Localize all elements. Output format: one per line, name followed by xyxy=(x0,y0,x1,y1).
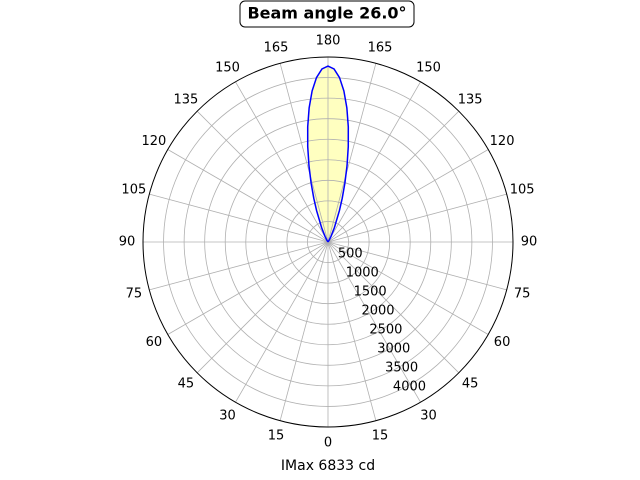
radial-tick-label: 2500 xyxy=(369,322,402,337)
x-axis-label: IMax 6833 cd xyxy=(281,458,375,474)
radial-grid-line xyxy=(307,221,349,263)
angle-grid-line xyxy=(327,241,489,335)
angle-grid-line xyxy=(167,149,329,243)
angle-grid-line xyxy=(167,241,329,335)
angle-tick-label: 135 xyxy=(173,92,198,107)
angle-grid-line xyxy=(327,241,507,291)
angle-grid-line xyxy=(235,241,329,403)
angle-tick-label: 45 xyxy=(462,377,479,392)
angle-tick-label: 150 xyxy=(215,60,240,75)
angle-grid-line xyxy=(327,241,460,374)
angle-grid-line xyxy=(327,149,489,243)
angle-tick-label: 60 xyxy=(146,335,163,350)
angle-tick-label: 30 xyxy=(219,409,236,424)
radial-tick-label: 4000 xyxy=(393,379,426,394)
angle-grid-line xyxy=(327,241,421,403)
angle-tick-label: 60 xyxy=(494,335,511,350)
angle-grid-line xyxy=(196,241,329,374)
angle-grid-line xyxy=(327,110,460,243)
radial-tick-label: 1000 xyxy=(346,265,379,280)
angle-grid-line xyxy=(279,241,329,421)
radial-grid-line xyxy=(224,138,432,346)
angle-tick-label: 75 xyxy=(514,287,531,302)
polar-frame xyxy=(142,56,514,428)
radial-grid-line xyxy=(245,159,411,325)
chart-title: Beam angle 26.0° xyxy=(247,4,406,23)
angle-tick-label: 75 xyxy=(126,287,143,302)
angle-tick-label: 120 xyxy=(490,134,515,149)
angle-tick-label: 45 xyxy=(178,377,195,392)
angle-tick-label: 0 xyxy=(324,436,332,451)
radial-grid-line xyxy=(183,97,473,387)
radial-grid-line xyxy=(286,200,370,284)
radial-grid-line xyxy=(265,179,391,305)
radial-grid-line xyxy=(163,77,493,407)
angle-grid-line xyxy=(327,63,377,243)
angle-tick-label: 105 xyxy=(121,182,146,197)
title-box xyxy=(239,0,415,28)
angle-tick-label: 105 xyxy=(510,182,535,197)
angle-tick-label: 90 xyxy=(521,235,538,250)
radial-tick-label: 3500 xyxy=(385,360,418,375)
angle-tick-label: 135 xyxy=(458,92,483,107)
angle-tick-label: 165 xyxy=(264,40,289,55)
angle-grid-line xyxy=(235,81,329,243)
angle-grid-line xyxy=(149,193,329,243)
angle-tick-label: 120 xyxy=(142,134,167,149)
angle-tick-label: 15 xyxy=(372,429,389,444)
angle-grid-line xyxy=(327,81,421,243)
radial-tick-label: 1500 xyxy=(354,284,387,299)
radial-tick-label: 3000 xyxy=(377,341,410,356)
angle-tick-label: 90 xyxy=(119,235,136,250)
radial-grid-line xyxy=(204,118,452,366)
angle-tick-label: 180 xyxy=(316,34,341,49)
angle-tick-label: 165 xyxy=(368,40,393,55)
angle-grid-line xyxy=(149,241,329,291)
angle-tick-label: 150 xyxy=(416,60,441,75)
angle-grid-line xyxy=(327,193,507,243)
angle-grid-line xyxy=(196,110,329,243)
angle-tick-label: 15 xyxy=(268,429,285,444)
radial-tick-label: 500 xyxy=(338,246,363,261)
radial-tick-label: 2000 xyxy=(361,303,394,318)
angle-tick-label: 30 xyxy=(420,409,437,424)
angle-grid-line xyxy=(327,241,377,421)
angle-grid-line xyxy=(279,63,329,243)
beam-line xyxy=(306,65,350,243)
